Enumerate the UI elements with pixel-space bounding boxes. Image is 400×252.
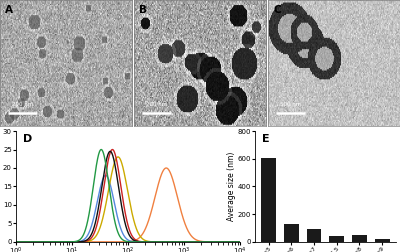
TCS-Sup35 pH=5	[234, 240, 238, 243]
TCS-Sup35 pH=7.5	[110, 148, 115, 151]
TCS-Sup35 pH=5	[164, 167, 168, 170]
TCS-Sup35 pH=8	[238, 240, 243, 243]
TCS-Sup35 pH=9	[100, 148, 104, 151]
Line: TCS-Sup35 pH=7: TCS-Sup35 pH=7	[16, 157, 240, 242]
Bar	[261, 158, 276, 242]
TCS-Sup35 pH=7.5	[234, 240, 238, 243]
TCS-Sup35 pH=7	[39, 240, 44, 243]
TCS-Sup35 pH=8	[39, 240, 44, 243]
Bar	[329, 236, 344, 242]
TCS-Sup35 pH=8	[109, 151, 114, 154]
Bar	[352, 235, 367, 242]
TCS-Sup35 pH=6	[39, 240, 44, 243]
TCS-Sup35 pH=7.5	[39, 240, 44, 243]
TCS-Sup35 pH=6	[109, 189, 114, 192]
Line: TCS-Sup35 pH=9: TCS-Sup35 pH=9	[16, 149, 240, 242]
TCS-Sup35 pH=6	[238, 240, 243, 243]
TCS-Sup35 pH=5	[52, 240, 57, 243]
TCS-Sup35 pH=6	[209, 240, 214, 243]
TCS-Sup35 pH=9	[234, 240, 238, 243]
Y-axis label: Number(%): Number(%)	[0, 162, 2, 211]
TCS-Sup35 pH=8	[234, 240, 238, 243]
TCS-Sup35 pH=9	[238, 240, 243, 243]
TCS-Sup35 pH=5	[39, 240, 44, 243]
TCS-Sup35 pH=7.5	[109, 148, 114, 151]
Text: 200 nm: 200 nm	[12, 102, 33, 107]
TCS-Sup35 pH=6	[100, 180, 104, 183]
TCS-Sup35 pH=7	[109, 172, 114, 175]
Text: 200 nm: 200 nm	[146, 102, 167, 107]
TCS-Sup35 pH=6	[52, 240, 57, 243]
TCS-Sup35 pH=8	[209, 240, 214, 243]
Text: A: A	[5, 5, 13, 15]
Line: TCS-Sup35 pH=5: TCS-Sup35 pH=5	[16, 168, 240, 242]
Text: E: E	[262, 134, 270, 144]
Text: C: C	[273, 5, 281, 15]
TCS-Sup35 pH=8	[52, 240, 57, 243]
TCS-Sup35 pH=8	[100, 184, 104, 187]
TCS-Sup35 pH=8	[108, 150, 113, 153]
TCS-Sup35 pH=5	[14, 240, 18, 243]
TCS-Sup35 pH=9	[14, 240, 18, 243]
Text: D: D	[23, 134, 32, 144]
TCS-Sup35 pH=8	[14, 240, 18, 243]
TCS-Sup35 pH=7	[14, 240, 18, 243]
Line: TCS-Sup35 pH=6: TCS-Sup35 pH=6	[16, 175, 240, 242]
TCS-Sup35 pH=7.5	[14, 240, 18, 243]
TCS-Sup35 pH=5	[109, 240, 114, 243]
Bar	[307, 230, 322, 242]
TCS-Sup35 pH=7	[238, 240, 243, 243]
Line: TCS-Sup35 pH=7.5: TCS-Sup35 pH=7.5	[16, 149, 240, 242]
TCS-Sup35 pH=9	[109, 203, 114, 206]
Legend: TCS-Sup35 pH=5, TCS-Sup35 pH=6, TCS-Sup35 pH=7, TCS-Sup35 pH=7.5, TCS-Sup35 pH=8: TCS-Sup35 pH=5, TCS-Sup35 pH=6, TCS-Sup3…	[330, 136, 399, 179]
TCS-Sup35 pH=5	[238, 240, 243, 243]
TCS-Sup35 pH=7.5	[238, 240, 243, 243]
TCS-Sup35 pH=5	[100, 240, 104, 243]
TCS-Sup35 pH=9	[52, 240, 57, 243]
TCS-Sup35 pH=6	[14, 240, 18, 243]
TCS-Sup35 pH=9	[209, 240, 214, 243]
TCS-Sup35 pH=7.5	[52, 240, 57, 243]
TCS-Sup35 pH=7	[209, 240, 214, 243]
TCS-Sup35 pH=7	[234, 240, 238, 243]
Text: 500 nm: 500 nm	[280, 102, 301, 107]
TCS-Sup35 pH=7.5	[100, 198, 104, 201]
TCS-Sup35 pH=9	[99, 148, 104, 151]
Bar	[375, 239, 390, 242]
TCS-Sup35 pH=9	[39, 240, 44, 243]
TCS-Sup35 pH=6	[103, 174, 108, 177]
TCS-Sup35 pH=6	[234, 240, 238, 243]
Line: TCS-Sup35 pH=8: TCS-Sup35 pH=8	[16, 151, 240, 242]
Text: B: B	[139, 5, 147, 15]
TCS-Sup35 pH=7	[116, 155, 120, 159]
Y-axis label: Average size (nm): Average size (nm)	[227, 152, 236, 221]
TCS-Sup35 pH=7	[100, 220, 104, 223]
TCS-Sup35 pH=7	[52, 240, 57, 243]
TCS-Sup35 pH=7.5	[209, 240, 214, 243]
TCS-Sup35 pH=5	[209, 240, 214, 243]
Bar	[284, 224, 299, 242]
